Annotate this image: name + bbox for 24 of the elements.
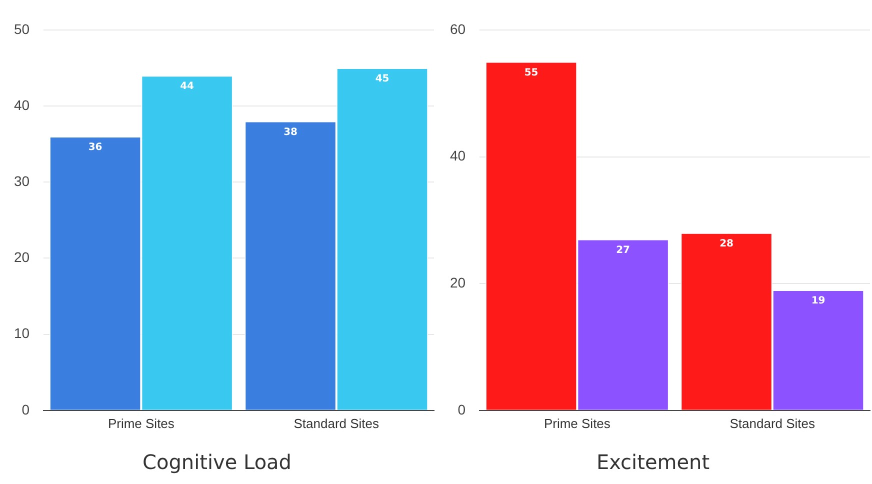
x-tick-label: Prime Sites	[108, 416, 175, 431]
text: Cognitive Load	[142, 450, 292, 474]
y-tick-label: 10	[14, 325, 30, 342]
y-tick-label: 60	[450, 20, 466, 37]
y-tick-label: 40	[450, 148, 466, 164]
y-tick-label: 20	[14, 249, 30, 266]
y-tick-label: 0	[458, 401, 466, 418]
y-tick-label: 30	[14, 173, 30, 190]
x-tick-label: Prime Sites	[544, 416, 611, 431]
y-tick-label: 50	[14, 20, 30, 37]
data-label: 28	[720, 238, 734, 250]
y-tick-label: 0	[22, 401, 30, 418]
x-tick-label: Standard Sites	[730, 416, 816, 431]
y-tick-label: 20	[450, 274, 466, 290]
data-label: 44	[180, 81, 194, 92]
text: Excitement	[596, 450, 710, 474]
x-tick-label: Standard Sites	[294, 416, 380, 431]
data-label: 27	[616, 244, 630, 256]
data-label: 38	[284, 126, 298, 138]
data-label: 36	[88, 142, 102, 154]
data-label: 19	[811, 296, 826, 307]
data-label: 45	[375, 74, 390, 85]
data-label: 55	[524, 67, 538, 78]
y-tick-label: 40	[14, 96, 30, 113]
